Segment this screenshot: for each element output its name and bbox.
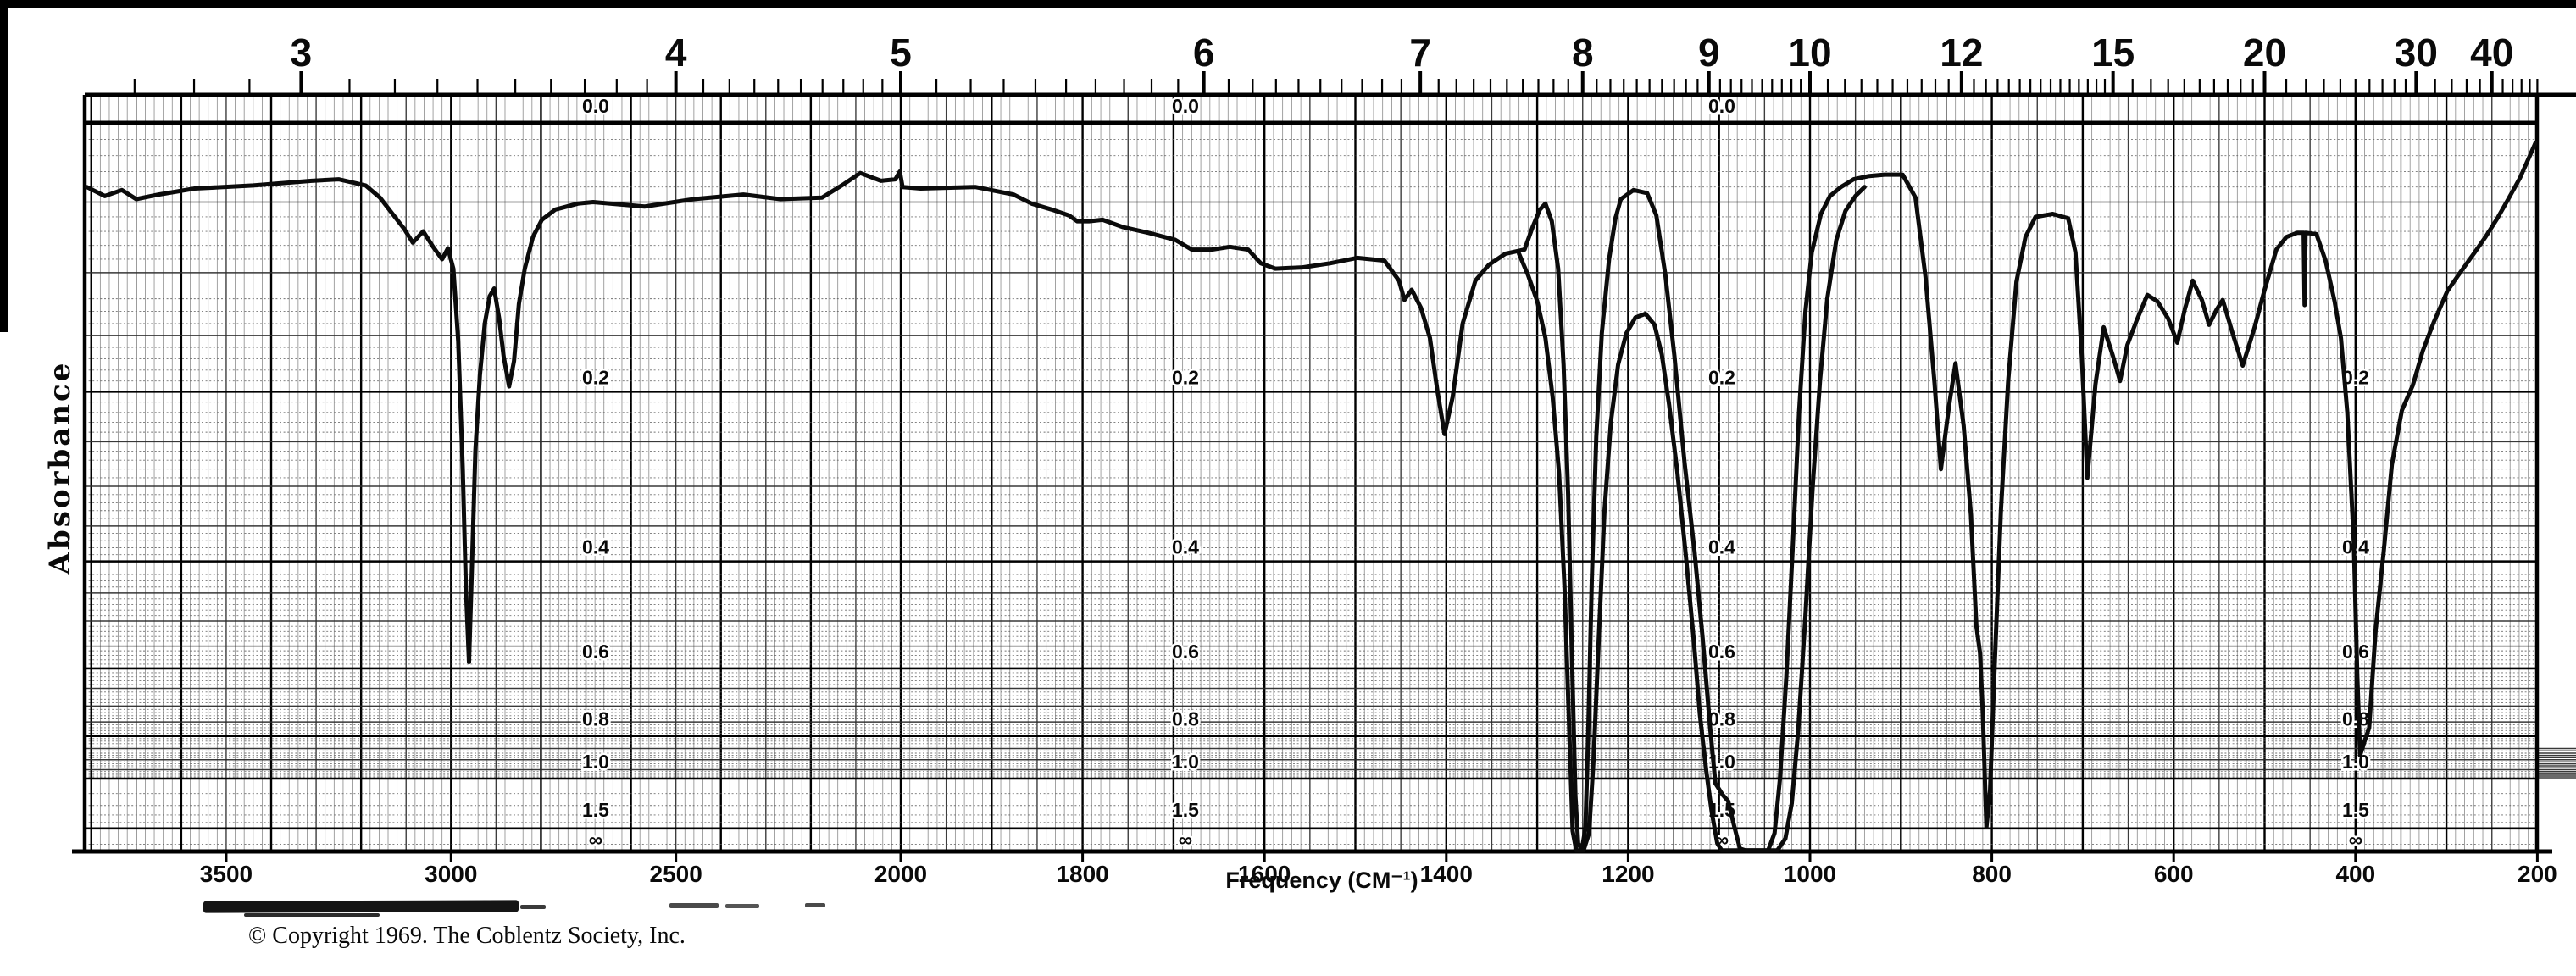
frequency-axis-labels: 3500 3000 2500 2000 1800 1600 1400 1200 1000 800 6…: [200, 861, 2557, 887]
absorbance-label: 0.8: [582, 708, 609, 730]
frequency-label: 2000: [874, 861, 927, 887]
absorbance-label: 0.4: [582, 536, 609, 558]
micron-label: 9: [1698, 30, 1720, 75]
absorbance-label: 1.5: [582, 799, 609, 821]
absorbance-label: 0.8: [1708, 708, 1735, 730]
micron-label: 7: [1409, 30, 1431, 75]
y-axis-title: Absorbance: [43, 361, 77, 576]
micron-label: 20: [2243, 30, 2286, 75]
micron-label: 3: [291, 30, 313, 75]
absorbance-label: 0.8: [1172, 708, 1199, 730]
scan-top-edge: [0, 0, 2576, 8]
micron-axis-ticks: [133, 71, 2539, 95]
frequency-label: 3500: [200, 861, 253, 887]
absorbance-label: 1.0: [582, 751, 609, 773]
micron-label: 30: [2395, 30, 2438, 75]
overlay-strong-trace: [1517, 185, 1867, 853]
frequency-label: 1400: [1420, 861, 1473, 887]
frequency-label: 1600: [1238, 861, 1291, 887]
micron-label: 6: [1193, 30, 1215, 75]
frequency-label: 600: [2154, 861, 2194, 887]
frequency-axis-ticks: [225, 851, 2539, 862]
frequency-label: 800: [1972, 861, 2012, 887]
absorbance-label: 0.6: [1172, 640, 1199, 663]
frequency-label: 1800: [1056, 861, 1108, 887]
micron-label: 10: [1788, 30, 1831, 75]
absorbance-label: 0.0: [1708, 95, 1735, 117]
main-trace: [85, 140, 2537, 853]
micron-label: 12: [1940, 30, 1983, 75]
absorbance-label: 0.0: [582, 95, 609, 117]
frequency-label: 1000: [1784, 861, 1836, 887]
absorbance-label: 0.6: [1708, 640, 1735, 663]
absorbance-label: 0.4: [1172, 536, 1199, 558]
graph-paper-grid: [72, 92, 2576, 854]
absorbance-label: ∞: [589, 829, 602, 851]
micron-label: 5: [890, 30, 912, 75]
absorbance-label: 1.5: [2342, 799, 2369, 821]
frequency-label: 200: [2518, 861, 2557, 887]
absorbance-label: ∞: [2349, 829, 2362, 851]
copyright-line: © Copyright 1969. The Coblentz Society, …: [248, 923, 686, 949]
frequency-label: 1200: [1602, 861, 1654, 887]
absorbance-label: 0.4: [1708, 536, 1735, 558]
absorbance-label: 1.0: [2342, 751, 2369, 773]
frequency-label: 3000: [425, 861, 477, 887]
micron-label: 8: [1572, 30, 1594, 75]
absorbance-label: 0.2: [582, 366, 609, 388]
absorbance-label: 0.2: [1708, 366, 1735, 388]
micron-label: 40: [2470, 30, 2513, 75]
spectrum-curves: [85, 140, 2537, 853]
absorbance-label: 1.5: [1172, 799, 1199, 821]
redacted-compound-label: [203, 900, 825, 917]
absorbance-label: 0.0: [1172, 95, 1199, 117]
absorbance-label: 1.0: [1172, 751, 1199, 773]
absorbance-scale-labels: 0.0 0.2 0.4 0.6 0.8 1.0 1.5 ∞ 0.0 0.2 0.4 0.6 0.8 1.0…: [580, 93, 2372, 853]
micron-label: 15: [2091, 30, 2135, 75]
micron-label: 4: [665, 30, 687, 75]
frequency-label: 400: [2335, 861, 2375, 887]
absorbance-label: ∞: [1179, 829, 1192, 851]
absorbance-label: 0.6: [582, 640, 609, 663]
frequency-label: 2500: [650, 861, 702, 887]
x-axis-title: Frequency (CM⁻¹): [1225, 868, 1418, 893]
absorbance-label: 0.2: [1172, 366, 1199, 388]
absorbance-label: 0.8: [2342, 708, 2369, 730]
scan-left-edge: [0, 0, 8, 332]
micron-axis-labels: 3 4 5 6 7 8 9 10 12 15 20 30 40: [291, 30, 2514, 75]
